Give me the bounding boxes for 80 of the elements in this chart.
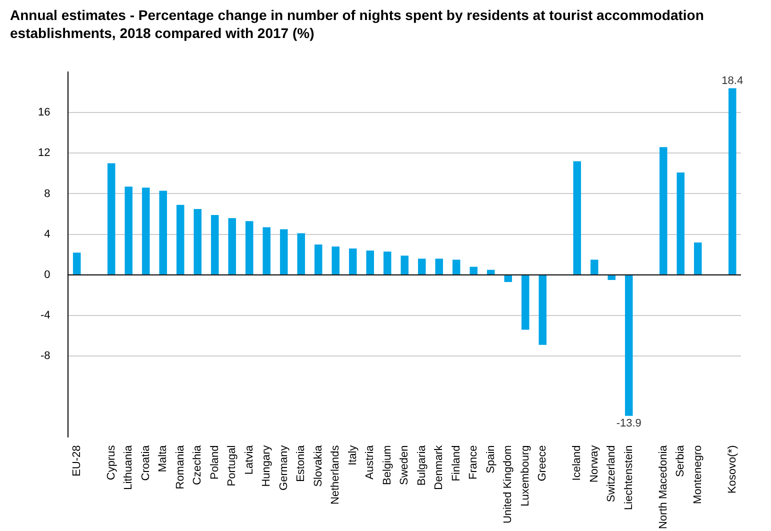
y-tick-label: 0 bbox=[44, 268, 50, 281]
bar bbox=[72, 252, 81, 274]
x-tick-label: North Macedonia bbox=[657, 444, 670, 530]
x-tick-label: Lithuania bbox=[122, 444, 135, 490]
bar bbox=[504, 275, 512, 282]
x-tick-label: Italy bbox=[346, 444, 359, 466]
x-tick-label: Serbia bbox=[674, 444, 687, 478]
x-tick-label: Switzerland bbox=[606, 445, 618, 502]
x-tick-label: Estonia bbox=[295, 444, 308, 482]
bar bbox=[521, 275, 530, 330]
bar bbox=[159, 190, 167, 274]
x-tick-label: Bulgaria bbox=[416, 444, 428, 486]
x-tick-label: EU-28 bbox=[70, 445, 83, 476]
x-tick-label: Greece bbox=[536, 445, 549, 482]
bar bbox=[659, 147, 668, 274]
bar bbox=[538, 275, 546, 345]
bar bbox=[228, 218, 236, 274]
bar bbox=[590, 260, 598, 274]
x-tick-label: Finland bbox=[450, 445, 462, 482]
bar bbox=[124, 186, 132, 274]
x-tick-label: Czechia bbox=[192, 444, 204, 485]
bar bbox=[366, 250, 374, 274]
y-tick-label: 4 bbox=[44, 228, 50, 240]
x-tick-label: Netherlands bbox=[330, 444, 342, 505]
x-tick-label: Poland bbox=[208, 445, 221, 480]
bar bbox=[470, 266, 478, 274]
data-label: 18.4 bbox=[722, 74, 744, 87]
x-tick-label: Portugal bbox=[226, 445, 238, 486]
bar bbox=[332, 246, 340, 274]
bar bbox=[608, 275, 616, 280]
x-tick-label: Slovakia bbox=[312, 444, 324, 487]
bar bbox=[728, 88, 736, 274]
bar bbox=[624, 275, 633, 416]
x-tick-label: Croatia bbox=[140, 444, 152, 481]
chart-title: Annual estimates - Percentage change in number of nights spent by residents at tourist accommodation establishments, 2018 compared with 2017 (%) bbox=[10, 6, 705, 42]
x-tick-label: Sweden bbox=[398, 445, 411, 485]
bar bbox=[676, 172, 685, 274]
x-tick-label: Norway bbox=[588, 444, 600, 483]
bar bbox=[573, 161, 582, 274]
bar bbox=[262, 227, 270, 274]
x-tick-label: Luxembourg bbox=[519, 445, 532, 506]
x-tick-label: Germany bbox=[278, 444, 290, 490]
bar bbox=[194, 208, 202, 274]
bar bbox=[418, 258, 426, 274]
bar bbox=[314, 244, 322, 274]
bar bbox=[280, 229, 288, 274]
x-tick-label: United Kingdom bbox=[502, 445, 514, 524]
x-tick-label: Hungary bbox=[260, 444, 273, 487]
bar bbox=[245, 221, 254, 274]
data-label: -13.9 bbox=[616, 417, 642, 430]
x-tick-label: Montenegro bbox=[692, 445, 704, 504]
x-tick-label: Romania bbox=[174, 444, 186, 490]
bar bbox=[400, 256, 408, 274]
y-tick-label: -8 bbox=[40, 350, 50, 362]
y-tick-label: -4 bbox=[40, 310, 50, 322]
x-tick-label: Austria bbox=[364, 444, 376, 480]
bar bbox=[176, 204, 184, 274]
x-tick-label: Belgium bbox=[381, 445, 394, 485]
bar bbox=[107, 163, 116, 274]
bar bbox=[452, 260, 460, 274]
bar bbox=[694, 242, 702, 274]
bar bbox=[486, 270, 495, 274]
bar bbox=[142, 188, 150, 274]
x-tick-label: Denmark bbox=[433, 444, 446, 490]
bar bbox=[435, 258, 443, 274]
bar bbox=[210, 215, 219, 274]
y-tick-label: 12 bbox=[38, 147, 50, 160]
x-tick-label: Spain bbox=[484, 445, 497, 474]
x-tick-label: Latvia bbox=[243, 444, 256, 475]
bar bbox=[297, 233, 305, 274]
y-tick-label: 8 bbox=[44, 188, 50, 200]
x-tick-label: Cyprus bbox=[105, 444, 118, 480]
bar bbox=[383, 252, 392, 274]
y-tick-label: 16 bbox=[38, 106, 50, 119]
x-tick-label: Malta bbox=[157, 444, 170, 472]
bar bbox=[348, 248, 357, 274]
x-tick-label: Liechtenstein bbox=[622, 445, 635, 510]
x-tick-label: Iceland bbox=[571, 445, 584, 481]
x-tick-label: France bbox=[468, 445, 480, 480]
x-tick-label: Kosovo(*) bbox=[726, 445, 738, 494]
